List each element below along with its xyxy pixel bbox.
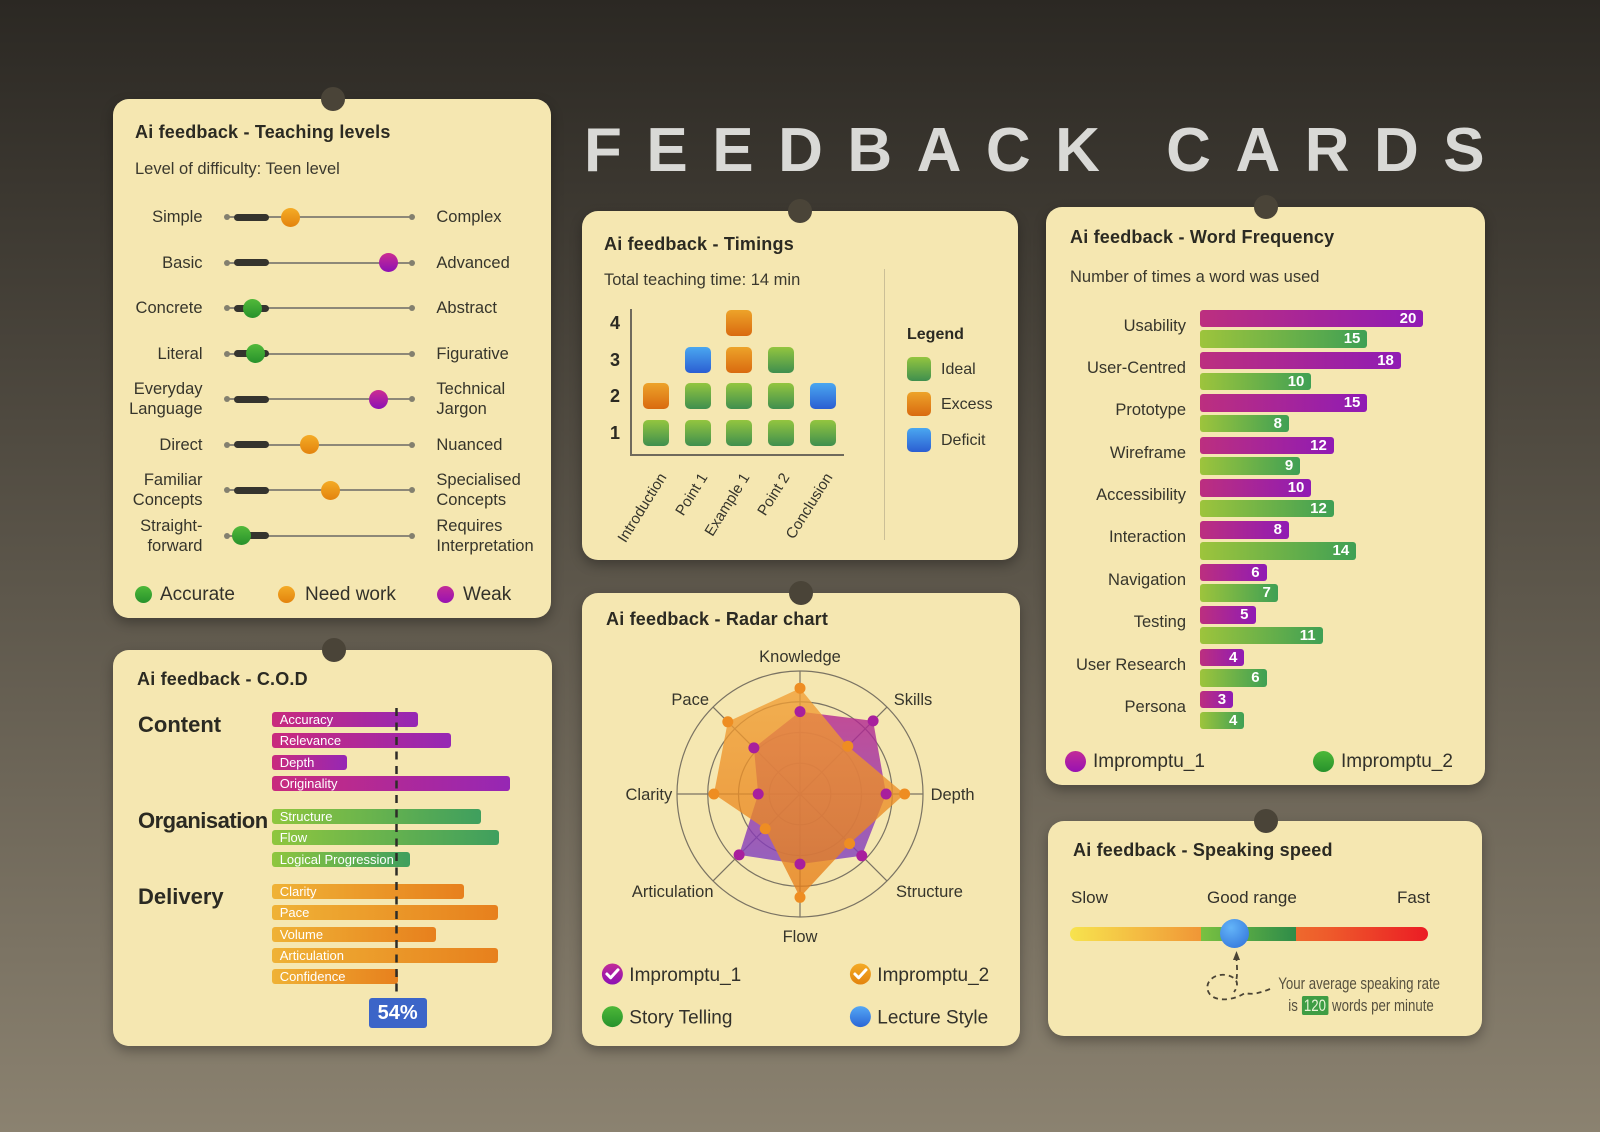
svg-text:Introduction: Introduction [614, 470, 670, 545]
svg-text:Structure: Structure [896, 883, 963, 901]
svg-text:Lecture Style: Lecture Style [877, 1008, 988, 1029]
svg-text:Skills: Skills [894, 691, 933, 709]
svg-text:Impromptu_1: Impromptu_1 [629, 965, 741, 986]
svg-text:Impromptu_2: Impromptu_2 [877, 965, 989, 986]
svg-text:Flow: Flow [783, 928, 818, 946]
svg-text:Knowledge: Knowledge [759, 648, 841, 666]
svg-text:Story Telling: Story Telling [629, 1008, 732, 1029]
svg-text:Depth: Depth [931, 786, 975, 804]
svg-text:Clarity: Clarity [626, 786, 674, 804]
svg-text:Point 1: Point 1 [672, 470, 711, 519]
svg-text:Pace: Pace [671, 691, 709, 709]
svg-text:Articulation: Articulation [632, 883, 714, 901]
svg-text:Point 2: Point 2 [754, 470, 793, 519]
